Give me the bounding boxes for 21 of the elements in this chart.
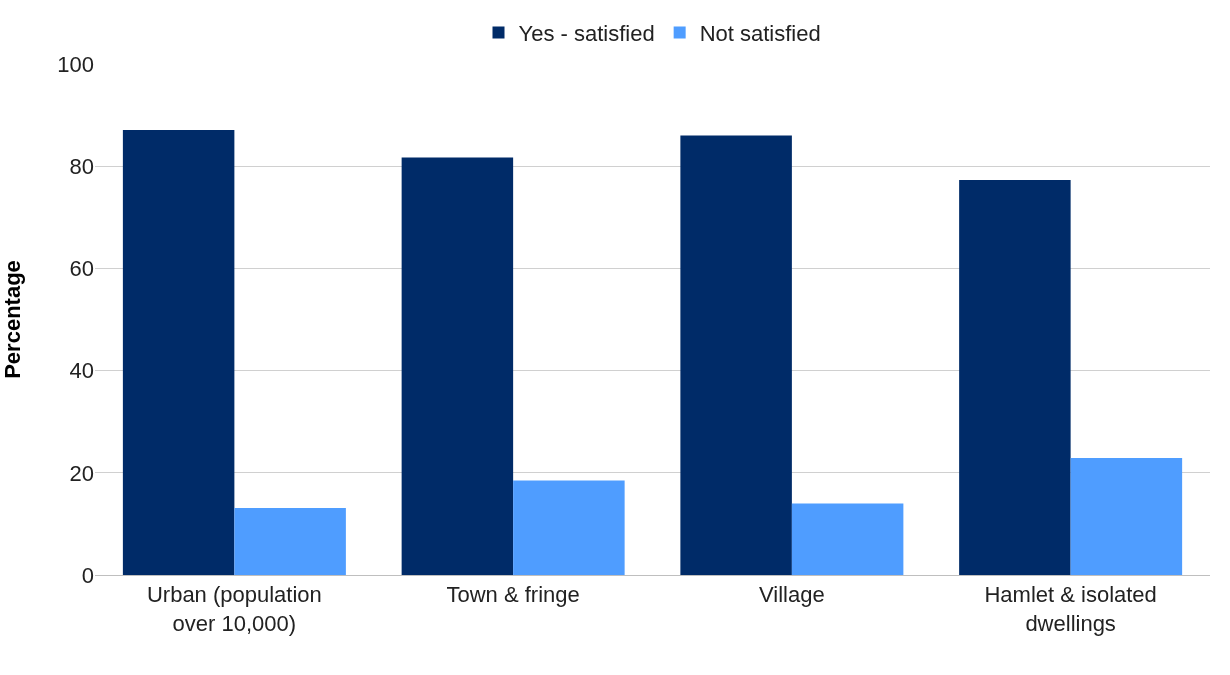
bar (680, 135, 792, 575)
x-tick-label: Town & fringe (446, 582, 580, 608)
y-tick-label: 40 (69, 358, 94, 384)
y-tick-label: 100 (57, 51, 94, 77)
y-tick-label: 0 (81, 562, 94, 588)
bar (401, 157, 514, 575)
y-tick-label: 60 (69, 256, 94, 282)
bar (791, 503, 904, 575)
bar (959, 180, 1071, 575)
x-tick-label: Village (759, 582, 825, 608)
y-tick-label: 80 (69, 153, 94, 179)
x-tick-label: Urban (population over 10,000) (146, 582, 322, 636)
bar (234, 508, 346, 575)
bar (513, 480, 625, 575)
x-tick-label: Hamlet & isolated dwellings (984, 582, 1157, 636)
legend-label: Not satisfied (699, 21, 821, 47)
bar (122, 129, 235, 575)
bar (1070, 457, 1183, 575)
y-tick-label: 20 (69, 460, 94, 486)
legend-label: Yes - satisfied (518, 21, 655, 47)
y-axis-title: Percentage (0, 260, 26, 379)
